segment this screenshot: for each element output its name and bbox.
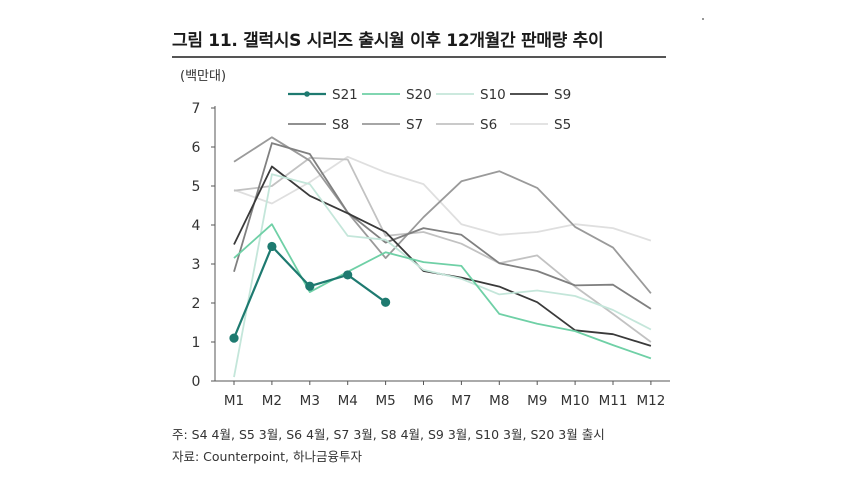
chart-title: 그림 11. 갤럭시S 시리즈 출시월 이후 12개월간 판매량 추이 xyxy=(172,31,604,51)
data-point-s21 xyxy=(381,297,391,307)
series-line-s20 xyxy=(233,223,652,360)
legend-label-s9: S9 xyxy=(554,87,571,103)
x-tick-label: M2 xyxy=(262,393,282,409)
series-line-s10 xyxy=(233,173,652,378)
data-point-s21 xyxy=(267,241,277,252)
source-note: 자료: Counterpoint, 하나금융투자 xyxy=(172,449,362,464)
y-tick-label: 3 xyxy=(192,257,201,273)
y-tick-label: 6 xyxy=(192,140,201,156)
series-line-s8 xyxy=(233,142,652,310)
x-tick-label: M8 xyxy=(489,393,509,409)
x-tick-label: M5 xyxy=(375,393,395,409)
y-tick-label: 4 xyxy=(192,218,201,234)
x-tick-label: M9 xyxy=(527,393,547,409)
legend-marker-s21 xyxy=(304,91,310,97)
y-tick-label: 2 xyxy=(192,296,201,312)
series-line-s6 xyxy=(233,156,652,343)
data-point-s21 xyxy=(229,333,239,343)
legend-label-s20: S20 xyxy=(406,87,432,103)
x-tick-label: M11 xyxy=(599,393,628,409)
y-tick-label: 0 xyxy=(192,374,201,390)
y-tick-label: 7 xyxy=(192,101,201,117)
series-lines xyxy=(229,136,652,378)
legend-label-s10: S10 xyxy=(480,87,506,103)
chart-notes: 주: S4 4월, S5 3월, S6 4월, S7 3월, S8 4월, S9… xyxy=(172,424,605,468)
legend-label-s21: S21 xyxy=(332,87,358,103)
x-tick-label: M10 xyxy=(561,393,590,409)
y-tick-label: 5 xyxy=(192,179,201,195)
y-axis-label: (백만대) xyxy=(180,69,226,84)
x-tick-label: M4 xyxy=(338,393,358,409)
data-point-s21 xyxy=(305,281,315,291)
series-line-s7 xyxy=(233,136,652,294)
footnote: 주: S4 4월, S5 3월, S6 4월, S7 3월, S8 4월, S9… xyxy=(172,427,605,442)
legend-label-s8: S8 xyxy=(332,117,349,133)
legend-label-s6: S6 xyxy=(480,117,497,133)
title-underline xyxy=(172,56,666,58)
x-tick-label: M12 xyxy=(636,393,665,409)
x-tick-label: M7 xyxy=(451,393,471,409)
y-tick-label: 1 xyxy=(192,335,201,351)
x-tick-label: M1 xyxy=(224,393,244,409)
axes: (백만대) 0 1 2 3 4 5 6 7 M1 M2 M3 M4 M5 M6 M7 M8 M9 M10 M11 M12 xyxy=(180,69,670,409)
series-line-s5 xyxy=(233,155,652,242)
x-tick-label: M6 xyxy=(413,393,433,409)
series-line-s9 xyxy=(233,165,652,347)
legend: S21 S20 S10 S9 S8 S7 S6 S5 xyxy=(288,87,571,133)
x-tick-label: M3 xyxy=(300,393,320,409)
decorative-dot xyxy=(702,18,704,20)
legend-label-s5: S5 xyxy=(554,117,571,133)
legend-label-s7: S7 xyxy=(406,117,423,133)
data-point-s21 xyxy=(343,270,353,280)
